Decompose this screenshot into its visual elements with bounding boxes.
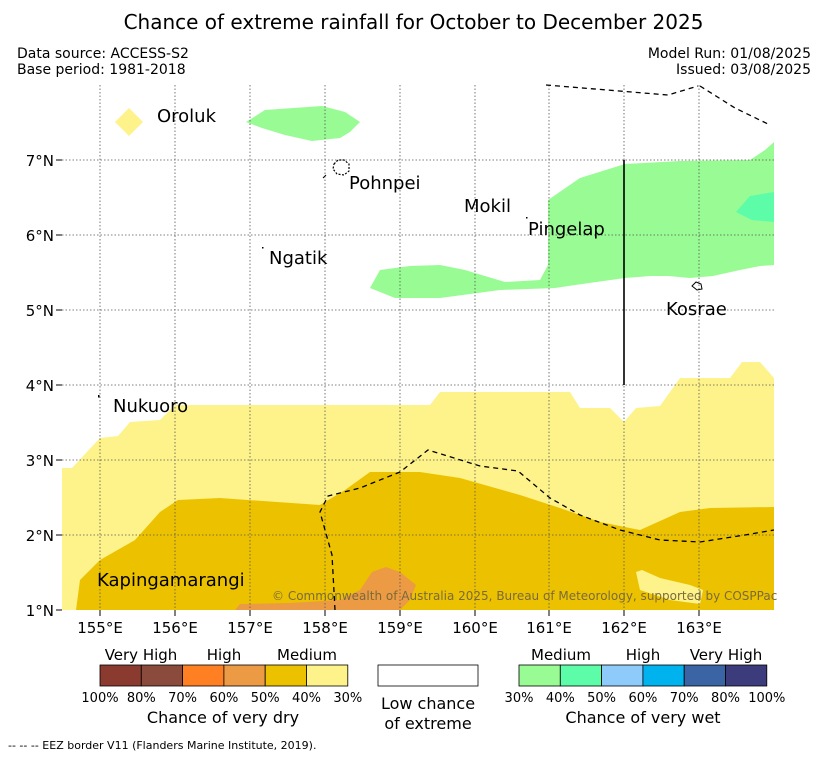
label-kapingamarangi: Kapingamarangi [97,570,245,591]
model-run: Model Run: 01/08/2025 [647,46,811,62]
wet-cat-high: High [626,646,660,664]
eez-border-northeast [699,85,771,126]
oroluk-marker [115,108,143,136]
copyright-notice: © Commonwealth of Australia 2025, Bureau… [272,589,777,603]
wet-tick-50: 50% [587,691,616,706]
lon-tick-155: 155°E [77,619,123,637]
gridlines [62,85,774,610]
lon-tick-161: 161°E [526,619,572,637]
eez-border-south [319,449,775,611]
wet-swatch-3 [601,664,644,687]
wet-cat-medium: Medium [531,646,591,664]
lon-tick-160: 160°E [452,619,498,637]
dry-tick-70: 70% [168,691,197,706]
wet-tick-70: 70% [670,691,699,706]
lat-labels: 1°N 2°N 3°N 4°N 5°N 6°N 7°N [26,152,54,620]
lon-tick-159: 159°E [377,619,423,637]
lon-tick-163: 163°E [676,619,722,637]
label-ngatik: Ngatik [269,248,328,269]
dry-swatch-6 [306,664,349,687]
lat-tick-6: 6°N [26,227,54,245]
label-kosrae: Kosrae [666,299,727,320]
data-source: Data source: ACCESS-S2 [17,46,189,62]
dry-cat-medium: Medium [277,646,337,664]
forecast-regions [62,106,774,610]
region-dry-40-50 [76,472,774,610]
kosrae-island [691,281,703,291]
nukuoro-marker [98,395,100,398]
ngatik-marker [262,247,264,249]
low-legend-title-2: of extreme [384,714,471,733]
lat-tick-3: 3°N [26,452,54,470]
low-legend-title-1: Low chance [381,694,475,713]
run-info: Model Run: 01/08/2025 Issued: 03/08/2025 [648,46,811,78]
low-swatch [377,664,479,687]
label-mokil: Mokil [464,196,511,217]
issued-date: Issued: 03/08/2025 [676,62,811,78]
base-period: Base period: 1981-2018 [17,62,186,78]
wet-swatch-1 [518,664,561,687]
legend-low: Low chance of extreme [377,664,479,733]
region-dry-50-60 [235,567,416,610]
lat-tick-1: 1°N [26,602,54,620]
label-pohnpei: Pohnpei [349,173,421,194]
dry-cat-very-high: Very High [105,646,178,664]
wet-legend-title: Chance of very wet [565,708,720,727]
source-info: Data source: ACCESS-S2 Base period: 1981… [17,46,189,78]
wet-tick-30: 30% [505,691,534,706]
pingelap-marker [526,217,528,219]
wet-tick-60: 60% [628,691,657,706]
dry-swatch-4 [223,664,266,687]
dry-tick-60: 60% [209,691,238,706]
wet-tick-80: 80% [711,691,740,706]
region-dry-30-40-patch [636,570,703,604]
dry-swatch-3 [182,664,225,687]
axis-ticks [56,159,700,616]
legend-dry: Very High High Medium 100% 80% 70% 60% 5… [81,646,362,727]
lat-tick-5: 5°N [26,302,54,320]
region-wet-40-50 [736,192,774,222]
label-nukuoro: Nukuoro [113,396,188,417]
region-wet-30-40-north [246,106,360,141]
map-title: Chance of extreme rainfall for October t… [123,10,704,34]
lat-tick-4: 4°N [26,377,54,395]
dry-legend-title: Chance of very dry [147,708,299,727]
wet-swatch-2 [559,664,602,687]
wet-tick-100: 100% [748,691,785,706]
pohnpei-islet [322,174,327,179]
region-wet-30-40-east [370,142,774,298]
dry-tick-100: 100% [81,691,118,706]
dry-tick-50: 50% [251,691,280,706]
label-oroluk: Oroluk [157,106,217,127]
dry-swatch-1 [99,664,142,687]
dry-swatch-5 [264,664,307,687]
wet-cat-very-high: Very High [690,646,763,664]
lon-tick-157: 157°E [227,619,273,637]
lon-tick-162: 162°E [601,619,647,637]
lon-tick-156: 156°E [152,619,198,637]
wet-swatch-6 [725,664,768,687]
lon-tick-158: 158°E [302,619,348,637]
dry-swatch-2 [140,664,184,687]
dry-tick-40: 40% [292,691,321,706]
label-pingelap: Pingelap [528,219,605,240]
eez-borders [319,84,775,611]
lon-labels: 155°E 156°E 157°E 158°E 159°E 160°E 161°… [77,619,722,637]
island-markers [98,108,703,398]
eez-note: -- -- -- EEZ border V11 (Flanders Marine… [8,739,317,752]
eez-border-north [545,84,699,96]
dry-cat-high: High [207,646,241,664]
wet-swatch-5 [683,664,726,687]
lat-tick-7: 7°N [26,152,54,170]
pohnpei-island [332,159,350,176]
legend-wet: Medium High Very High 30% 40% 50% 60% 70… [505,646,786,727]
wet-swatch-4 [642,664,685,687]
dry-tick-30: 30% [333,691,362,706]
wet-tick-40: 40% [546,691,575,706]
dry-tick-80: 80% [127,691,156,706]
lat-tick-2: 2°N [26,527,54,545]
